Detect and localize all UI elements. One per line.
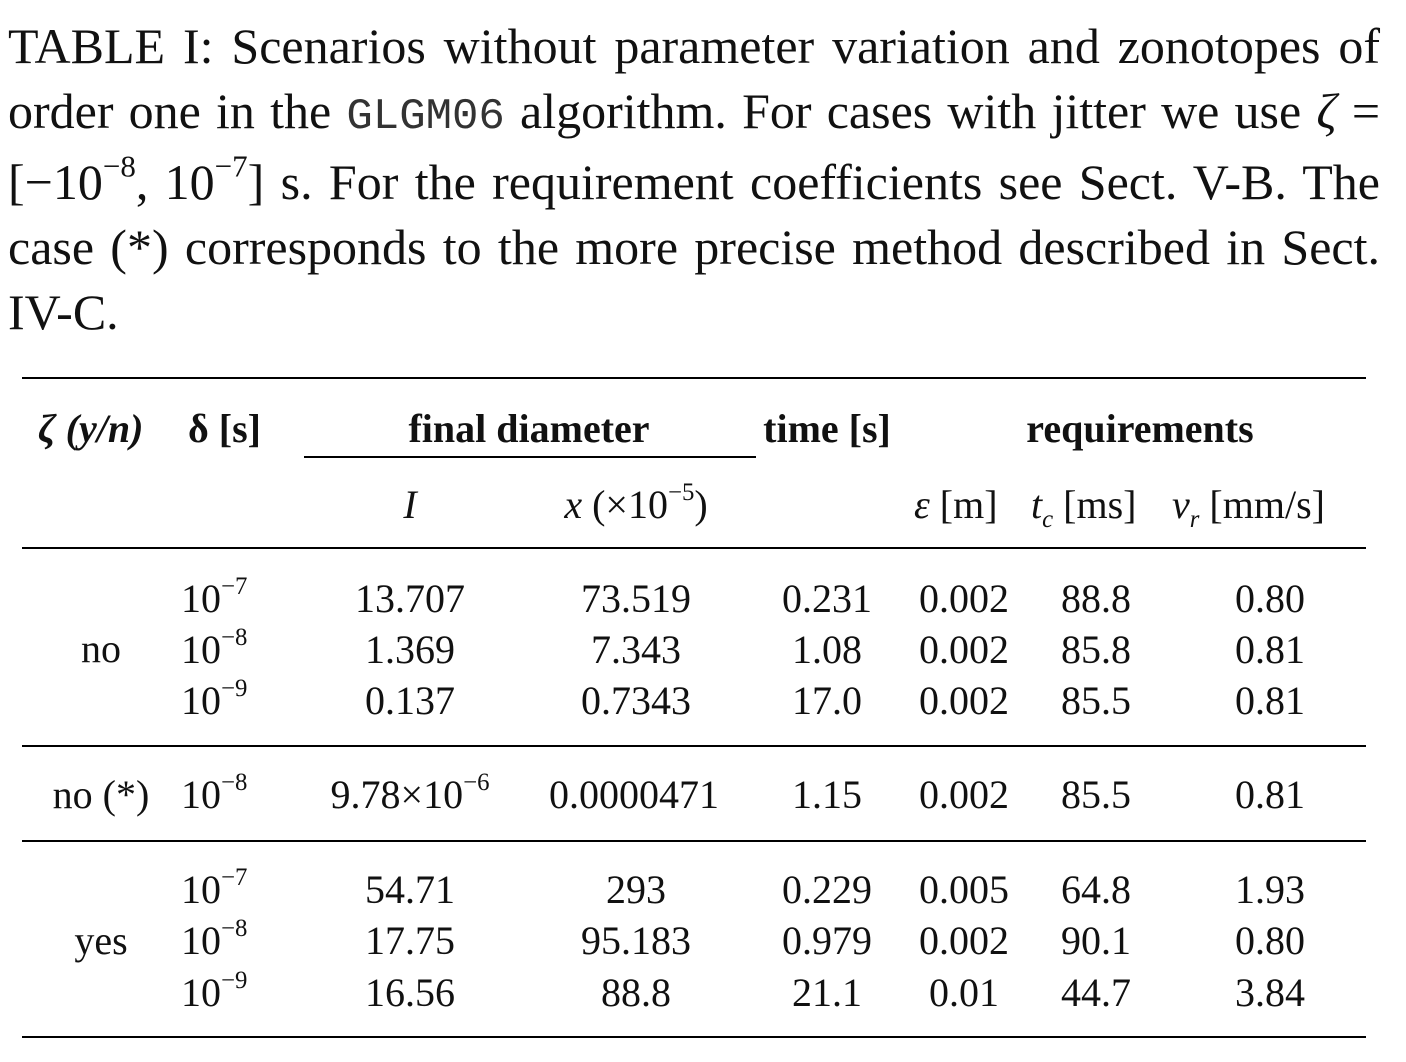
I-value: 0.137 — [365, 678, 455, 723]
tc-value: 85.8 — [1061, 627, 1131, 672]
header-x: x (×10−5) — [564, 479, 708, 527]
time-value: 21.1 — [792, 970, 862, 1015]
time-value: 1.08 — [792, 627, 862, 672]
eps-value: 0.002 — [919, 772, 1009, 817]
caption-label: TABLE I: — [8, 18, 214, 74]
tc-value: 90.1 — [1061, 918, 1131, 963]
tc-value: 85.5 — [1061, 772, 1131, 817]
tc-value: 44.7 — [1061, 970, 1131, 1015]
caption-exp-2: −7 — [214, 148, 248, 184]
header-tc: tc [ms] — [1031, 482, 1137, 533]
eps-value: 0.002 — [919, 576, 1009, 621]
eps-value: 0.002 — [919, 678, 1009, 723]
table-bottom-rule — [22, 1036, 1366, 1038]
tc-value: 85.5 — [1061, 678, 1131, 723]
table-caption: TABLE I: Scenarios without parameter var… — [8, 14, 1380, 345]
header-vr: vr [mm/s] — [1172, 482, 1325, 533]
vr-value: 0.81 — [1235, 627, 1305, 672]
group-label-no-star: no (*) — [52, 772, 150, 817]
x-value: 0.7343 — [581, 678, 691, 723]
header-delta: δ [s] — [188, 406, 261, 451]
x-value: 0.0000471 — [549, 772, 719, 817]
x-value: 88.8 — [601, 970, 671, 1015]
tc-value: 88.8 — [1061, 576, 1131, 621]
delta-value: 10−7 — [181, 573, 248, 621]
x-value: 7.343 — [591, 627, 681, 672]
vr-value: 0.81 — [1235, 678, 1305, 723]
final-diameter-rule — [304, 456, 756, 458]
delta-value: 10−8 — [181, 769, 248, 817]
caption-eq: = [−10 — [8, 83, 1381, 210]
vr-value: 3.84 — [1235, 970, 1305, 1015]
x-value: 293 — [606, 867, 666, 912]
header-bottom-rule — [22, 547, 1366, 549]
I-value: 54.71 — [365, 867, 455, 912]
group-rule-2 — [22, 840, 1366, 842]
caption-exp-1: −8 — [102, 148, 136, 184]
time-value: 1.15 — [792, 772, 862, 817]
header-epsilon: ε [m] — [914, 482, 998, 527]
I-value: 9.78×10−6 — [330, 769, 490, 817]
caption-algorithm: GLGM06 — [346, 92, 505, 142]
delta-value: 10−8 — [181, 915, 248, 963]
vr-value: 0.80 — [1235, 918, 1305, 963]
caption-zeta: ζ — [1316, 83, 1337, 139]
eps-value: 0.002 — [919, 918, 1009, 963]
vr-value: 1.93 — [1235, 867, 1305, 912]
caption-text-3: ] s. For the requirement coefficients se… — [8, 154, 1380, 340]
I-value: 13.707 — [355, 576, 465, 621]
I-value: 17.75 — [365, 918, 455, 963]
group-label-no: no — [81, 626, 121, 671]
delta-value: 10−9 — [181, 967, 248, 1015]
eps-value: 0.002 — [919, 627, 1009, 672]
I-value: 16.56 — [365, 970, 455, 1015]
eps-value: 0.01 — [929, 970, 999, 1015]
time-value: 17.0 — [792, 678, 862, 723]
x-value: 95.183 — [581, 918, 691, 963]
caption-text-1: Scenarios without parameter variation an… — [8, 18, 1381, 139]
vr-value: 0.81 — [1235, 772, 1305, 817]
delta-value: 10−8 — [181, 624, 248, 672]
header-I: I — [403, 482, 417, 527]
I-value: 1.369 — [365, 627, 455, 672]
delta-value: 10−9 — [181, 675, 248, 723]
time-value: 0.229 — [782, 867, 872, 912]
tc-value: 64.8 — [1061, 867, 1131, 912]
caption-comma: , 10 — [135, 154, 215, 210]
x-value: 73.519 — [581, 576, 691, 621]
header-time: time [s] — [763, 406, 891, 451]
eps-value: 0.005 — [919, 867, 1009, 912]
vr-value: 0.80 — [1235, 576, 1305, 621]
group-rule-1 — [22, 745, 1366, 747]
group-label-yes: yes — [74, 918, 128, 963]
header-zeta: ζ (y/n) — [38, 406, 144, 451]
table-top-rule — [22, 377, 1366, 379]
caption-text-2: algorithm. For cases with jitter we use — [520, 83, 1302, 139]
time-value: 0.979 — [782, 918, 872, 963]
delta-value: 10−7 — [181, 864, 248, 912]
time-value: 0.231 — [782, 576, 872, 621]
header-final-diameter: final diameter — [408, 406, 650, 451]
header-requirements: requirements — [1026, 406, 1254, 451]
